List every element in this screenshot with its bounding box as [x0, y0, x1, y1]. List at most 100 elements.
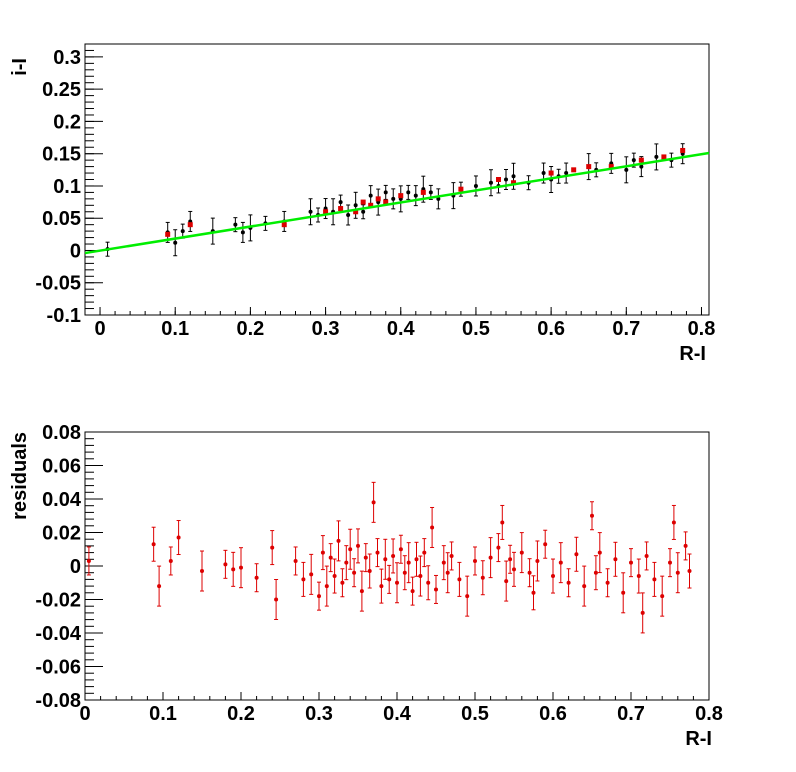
residual-point	[352, 558, 357, 588]
residual-point	[391, 538, 396, 574]
point-marker	[356, 543, 360, 548]
residual-point	[359, 570, 364, 612]
residual-point	[332, 558, 337, 594]
point-marker	[363, 555, 368, 560]
point-marker	[398, 547, 403, 552]
residual-point	[434, 574, 438, 604]
point-marker	[441, 560, 446, 565]
point-marker	[173, 240, 178, 245]
bottom-y-tick-label: -0.04	[35, 623, 81, 645]
fit-point	[511, 180, 517, 186]
point-marker	[86, 558, 91, 563]
point-marker	[675, 570, 680, 575]
residual-point	[668, 548, 672, 578]
point-marker	[168, 558, 173, 563]
point-marker	[531, 590, 536, 595]
top-x-tick-label: 0.5	[462, 318, 490, 340]
bottom-y-tick-label: -0.08	[35, 690, 81, 712]
fit-point	[571, 167, 577, 173]
point-marker	[239, 565, 243, 570]
measurement-point	[413, 185, 418, 207]
residual-point	[422, 538, 427, 568]
residual-point	[644, 541, 649, 571]
bottom-y-axis-label: residuals	[9, 432, 31, 520]
point-marker	[566, 580, 571, 585]
point-marker	[240, 230, 245, 235]
bottom-x-tick-label: 0	[79, 703, 90, 725]
fit-line	[84, 151, 710, 255]
point-marker	[353, 203, 358, 208]
point-marker	[436, 196, 441, 201]
point-marker	[233, 222, 238, 227]
fit-point	[420, 189, 426, 195]
measurement-point	[240, 221, 245, 243]
residual-point	[239, 547, 243, 589]
point-marker	[383, 190, 388, 195]
top-x-tick-label: 0.6	[537, 318, 565, 340]
measurement-point	[346, 204, 351, 226]
residual-point	[371, 481, 376, 523]
point-marker	[457, 577, 462, 582]
fit-point	[360, 199, 366, 205]
point-marker	[605, 580, 610, 585]
measurement-point	[391, 188, 396, 210]
residual-point	[151, 526, 156, 562]
residual-point	[535, 540, 540, 582]
point-marker	[176, 535, 181, 540]
residual-point	[383, 538, 388, 580]
fit-point	[338, 206, 344, 212]
top-x-tick-label: 0.2	[236, 318, 264, 340]
residual-point	[231, 551, 236, 587]
bottom-y-tick-label: -0.02	[35, 590, 81, 612]
point-marker	[496, 545, 501, 550]
residual-point	[344, 545, 349, 581]
point-marker	[652, 577, 657, 582]
measurement-point	[406, 184, 411, 200]
point-marker	[324, 584, 329, 589]
residual-point	[652, 561, 657, 597]
top-x-tick-label: 0	[94, 318, 105, 340]
residual-point	[317, 581, 321, 611]
measurement-point	[564, 162, 569, 184]
point-marker	[504, 177, 509, 182]
measurement-point	[473, 175, 478, 197]
residual-point	[683, 531, 688, 561]
measurement-point	[308, 198, 313, 226]
point-marker	[317, 594, 321, 599]
fit-point	[548, 170, 554, 176]
residual-point	[223, 549, 228, 579]
point-marker	[395, 580, 399, 585]
top-x-tick-label: 0.3	[312, 318, 340, 340]
measurement-point	[504, 169, 509, 190]
bottom-x-tick-label: 0.1	[149, 703, 177, 725]
residual-point	[597, 532, 602, 574]
residual-point	[508, 544, 513, 574]
point-marker	[301, 577, 306, 582]
residual-point	[687, 553, 692, 589]
top-x-tick-labels: 0 0.1 0.2 0.3 0.4 0.5 0.6 0.7 0.8	[94, 318, 715, 340]
bottom-x-tick-label: 0.2	[227, 703, 255, 725]
residual-point	[340, 568, 345, 598]
point-marker	[308, 209, 313, 214]
point-marker	[558, 560, 563, 565]
point-marker	[631, 158, 636, 163]
residual-point	[301, 561, 306, 597]
residual-point	[320, 535, 325, 571]
residual-point	[324, 565, 329, 607]
residual-point	[86, 546, 91, 576]
residual-point	[375, 538, 380, 568]
top-y-tick-label: -0.1	[47, 305, 81, 327]
residual-point	[406, 542, 411, 584]
point-marker	[519, 550, 524, 555]
bottom-y-tick-label: 0.06	[42, 456, 81, 478]
point-marker	[512, 567, 516, 572]
point-marker	[430, 525, 435, 530]
fit-point	[458, 186, 464, 192]
fit-point	[608, 164, 614, 170]
point-marker	[414, 557, 419, 562]
residual-point	[605, 568, 610, 598]
fit-point	[586, 164, 592, 170]
point-marker	[338, 200, 343, 205]
residual-point	[363, 543, 368, 573]
